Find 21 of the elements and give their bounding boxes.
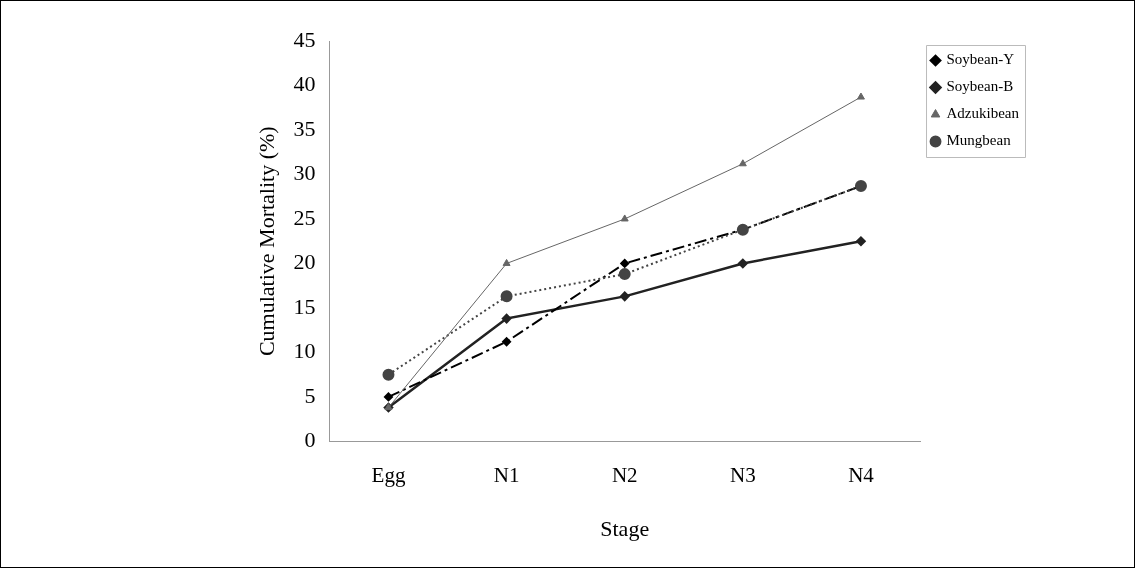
x-axis-title: Stage [600,515,650,541]
y-tick-label: 10 [293,338,316,364]
y-tick-label: 20 [293,249,316,275]
y-tick-label: 0 [304,427,316,453]
y-tick-label: 15 [293,293,316,319]
y-tick-label: 5 [304,382,316,408]
x-tick-label: N1 [493,462,520,487]
y-tick-label: 40 [293,71,316,97]
legend-label: Mungbean [946,132,1012,149]
x-tick-label: N3 [730,462,756,487]
x-tick-label: N2 [611,462,638,487]
x-tick-label: Egg [371,462,406,487]
legend-label: Adzukibean [946,105,1020,122]
legend-label: Soybean-Y [946,51,1015,68]
y-tick-label: 45 [293,26,316,52]
y-tick-label: 30 [293,160,316,186]
y-tick-label: 35 [293,115,316,141]
y-tick-label: 25 [293,204,316,230]
legend-label: Soybean-B [946,78,1014,95]
y-axis-title: Cumulative Mortality (%) [253,126,279,357]
x-tick-label: N4 [848,462,875,487]
